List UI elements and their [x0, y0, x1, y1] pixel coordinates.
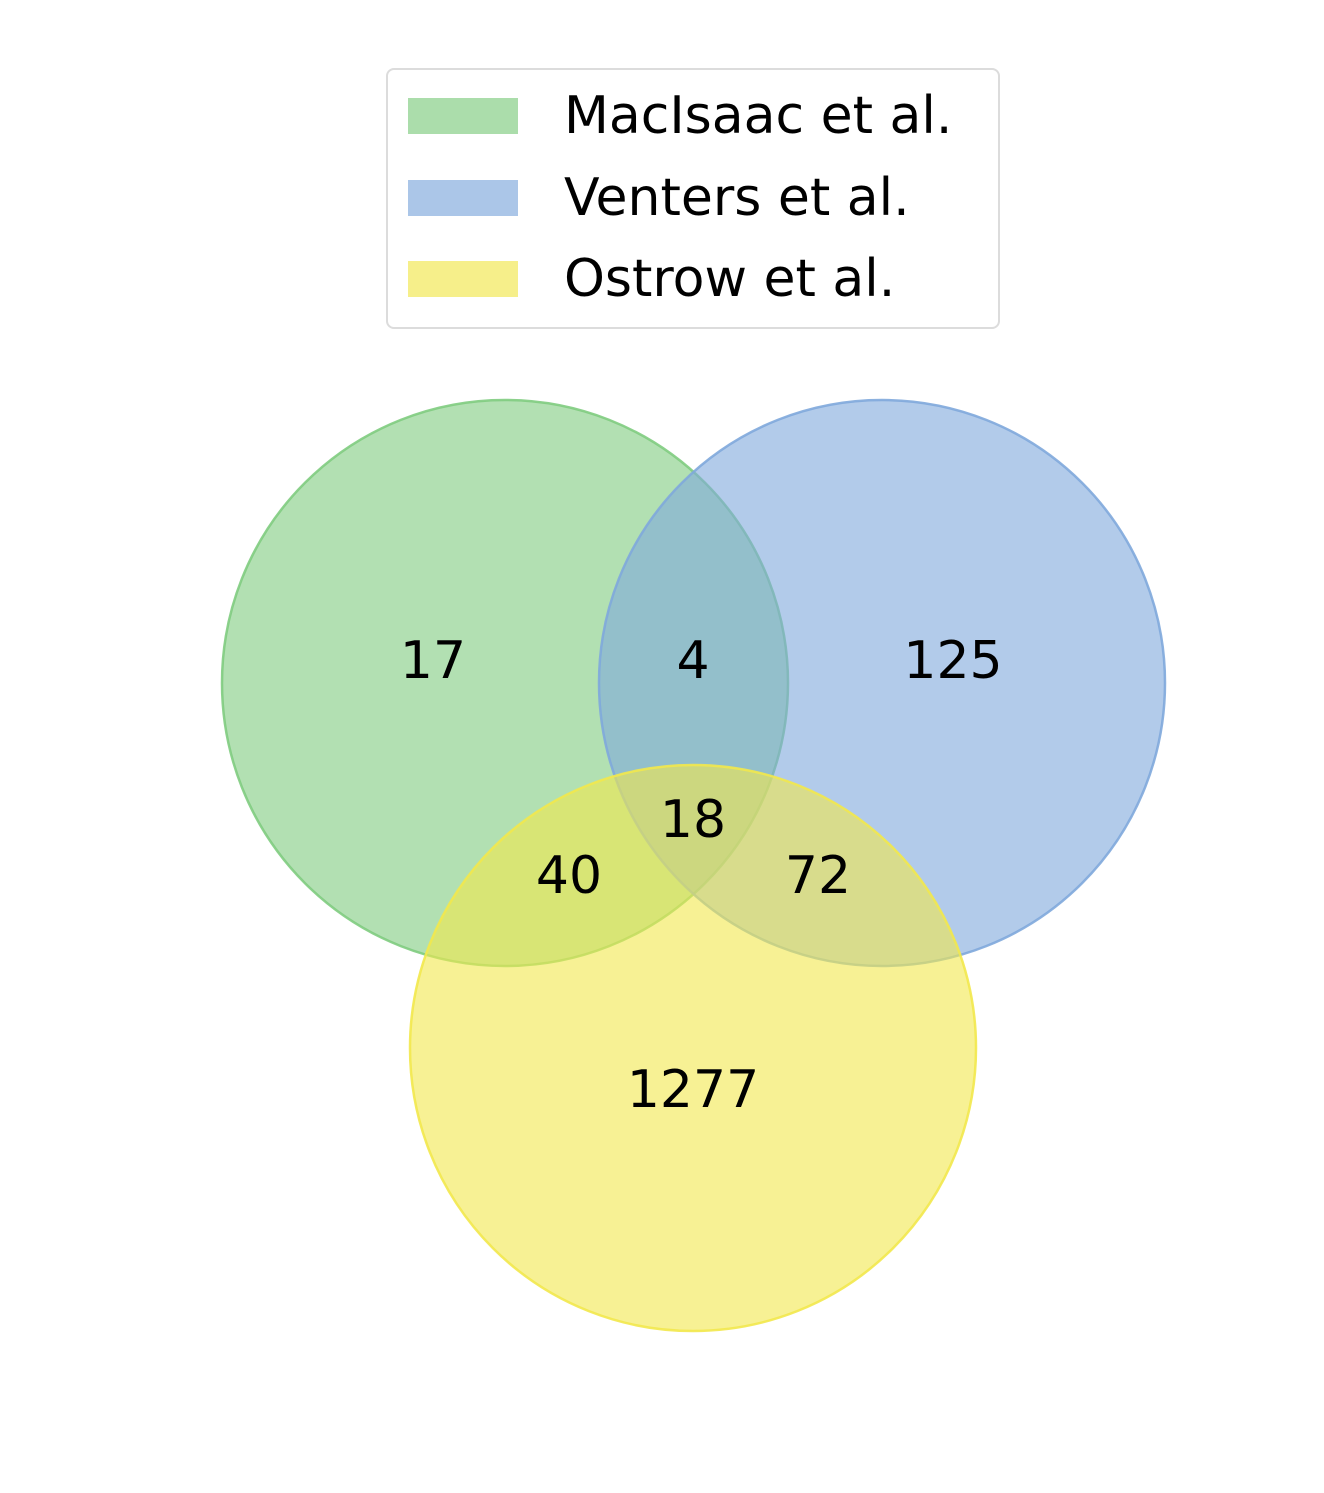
legend-swatch-venters [408, 180, 518, 216]
region-all-three-label: 18 [660, 790, 726, 850]
legend-swatch-ostrow [408, 261, 518, 297]
legend-label-macisaac: MacIsaac et al. [564, 86, 953, 146]
legend-swatch-macisaac [408, 98, 518, 134]
legend-label-ostrow: Ostrow et al. [564, 249, 896, 309]
legend-label-venters: Venters et al. [564, 168, 910, 228]
legend-item-ostrow: Ostrow et al. [408, 253, 895, 305]
region-macisaac-only-label: 17 [400, 631, 466, 691]
legend-item-venters: Venters et al. [408, 172, 910, 224]
region-macisaac-ostrow-label: 40 [536, 846, 602, 906]
legend-item-macisaac: MacIsaac et al. [408, 90, 952, 142]
legend: MacIsaac et al. Venters et al. Ostrow et… [386, 68, 1000, 329]
venn-circle-ostrow [408, 763, 978, 1333]
region-venters-ostrow-label: 72 [785, 846, 851, 906]
region-venters-only-label: 125 [903, 631, 1002, 691]
region-ostrow-only-label: 1277 [627, 1060, 759, 1120]
region-macisaac-venters-label: 4 [676, 631, 709, 691]
